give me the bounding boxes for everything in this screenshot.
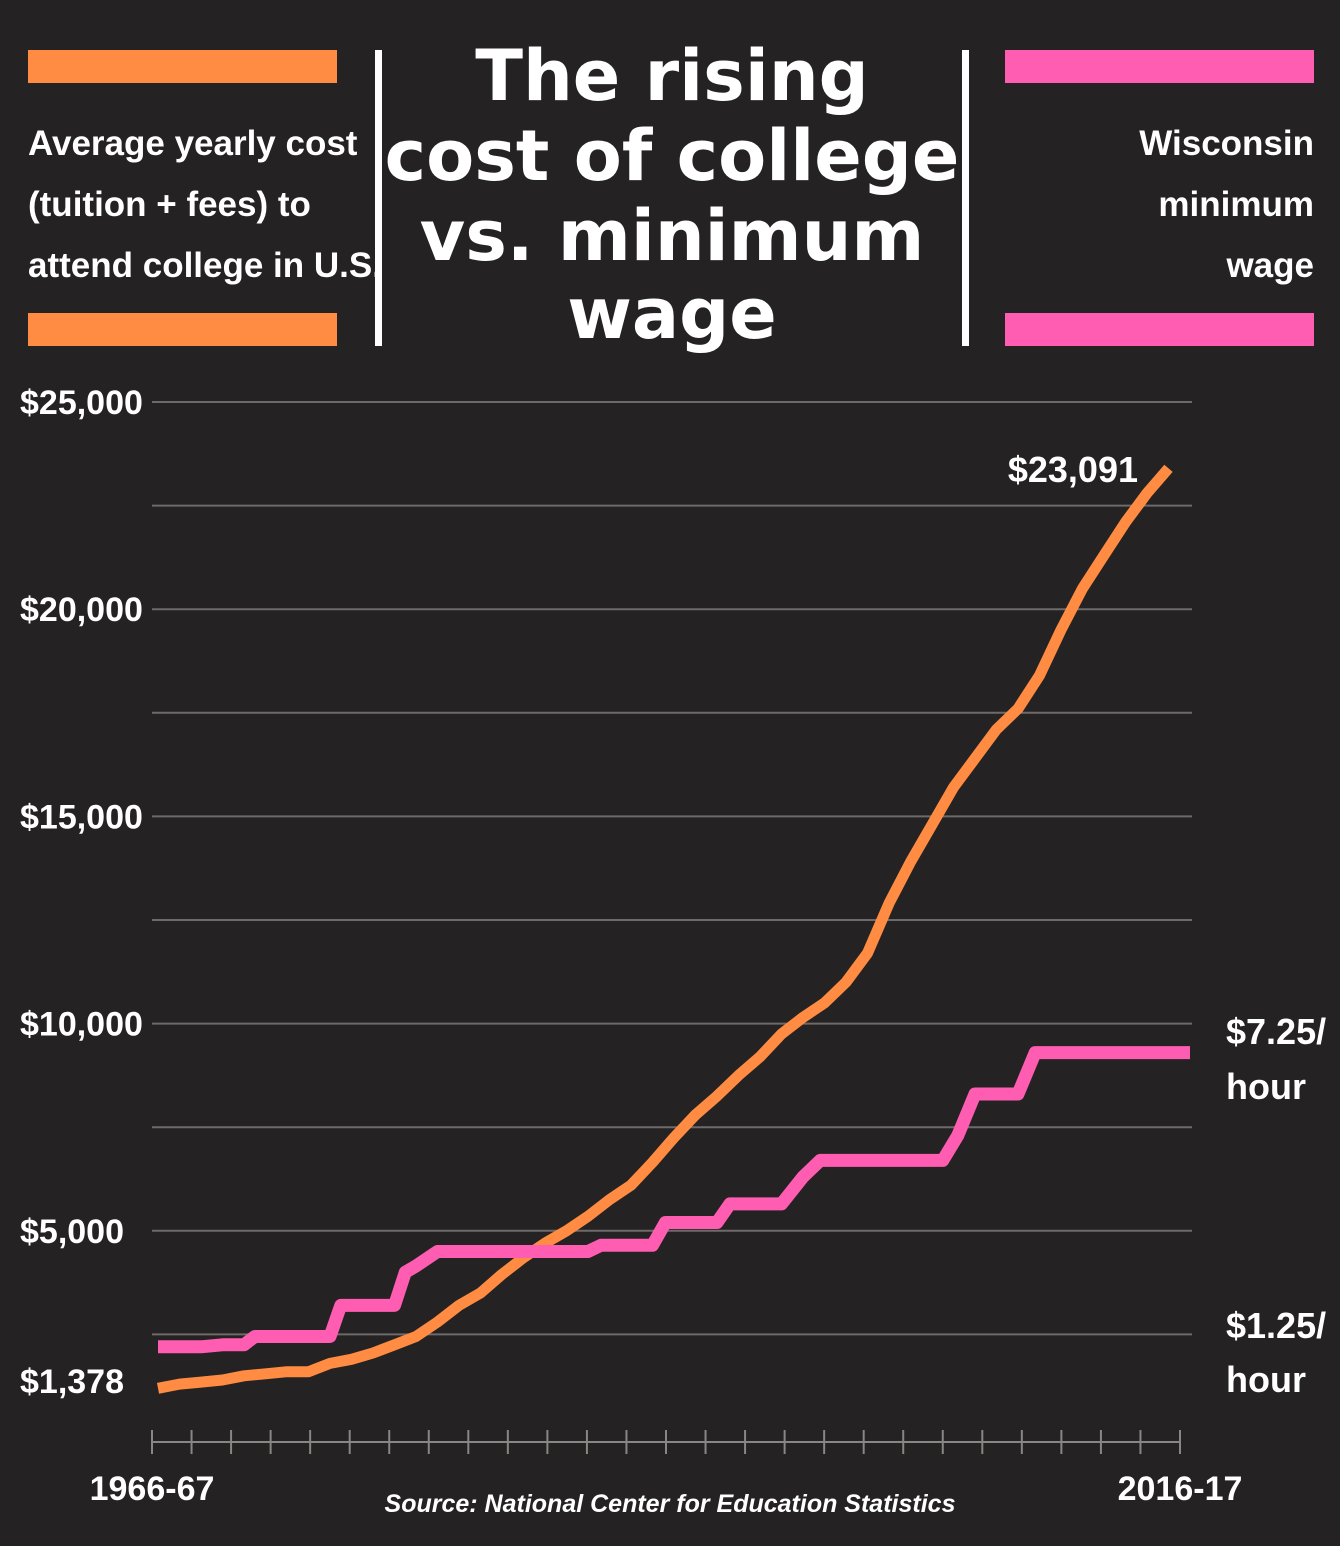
divider-left xyxy=(375,50,382,346)
legend-college-line-2: (tuition + fees) to xyxy=(28,185,311,224)
title-line-3: vs. minimum xyxy=(420,195,925,277)
legend-college-line-3: attend college in U.S. xyxy=(28,246,382,285)
series xyxy=(156,464,1190,1394)
annotation-wage-start-line-2: hour xyxy=(1226,1359,1306,1400)
x-label-end: 2016-17 xyxy=(1118,1470,1243,1508)
y-tick-label: $15,000 xyxy=(20,798,143,836)
annotation-college-end: $23,091 xyxy=(1008,449,1138,490)
source-note: Source: National Center for Education St… xyxy=(385,1490,956,1518)
legend-wage-line-1: Wisconsin xyxy=(1139,124,1314,163)
x-axis xyxy=(151,1430,1181,1454)
chart-title: The rising cost of college vs. minimum w… xyxy=(385,35,960,355)
divider-right xyxy=(962,50,969,346)
y-tick-label: $10,000 xyxy=(20,1006,143,1044)
title-line-4: wage xyxy=(567,273,777,355)
legend-wage: Wisconsin minimum wage xyxy=(1005,50,1314,346)
legend-college-swatch-bottom xyxy=(28,313,337,346)
legend-college: Average yearly cost (tuition + fees) to … xyxy=(28,50,382,346)
gridlines xyxy=(152,401,1192,1336)
y-tick-label: $20,000 xyxy=(20,591,143,629)
legend-college-line-1: Average yearly cost xyxy=(28,124,358,163)
legend-wage-line-3: wage xyxy=(1225,246,1314,285)
legend-college-swatch-top xyxy=(28,50,337,83)
title-line-1: The rising xyxy=(475,35,869,117)
annotation-wage-end-line-2: hour xyxy=(1226,1066,1306,1107)
title-line-2: cost of college xyxy=(385,115,960,197)
legend-wage-line-2: minimum xyxy=(1158,185,1314,224)
y-tick-label: $1,378 xyxy=(20,1363,124,1401)
series-line-college xyxy=(156,464,1173,1394)
y-axis-labels: $25,000 $20,000 $15,000 $10,000 $5,000 $1,378 xyxy=(20,384,143,1401)
annotation-wage-end-line-1: $7.25/ xyxy=(1226,1011,1326,1052)
series-line-wage xyxy=(158,1046,1190,1354)
annotation-wage-start-line-1: $1.25/ xyxy=(1226,1305,1326,1346)
legend-wage-swatch-bottom xyxy=(1005,313,1314,346)
x-label-start: 1966-67 xyxy=(90,1470,215,1508)
y-tick-label: $25,000 xyxy=(20,384,143,422)
y-tick-label: $5,000 xyxy=(20,1213,124,1251)
legend-wage-swatch-top xyxy=(1005,50,1314,83)
